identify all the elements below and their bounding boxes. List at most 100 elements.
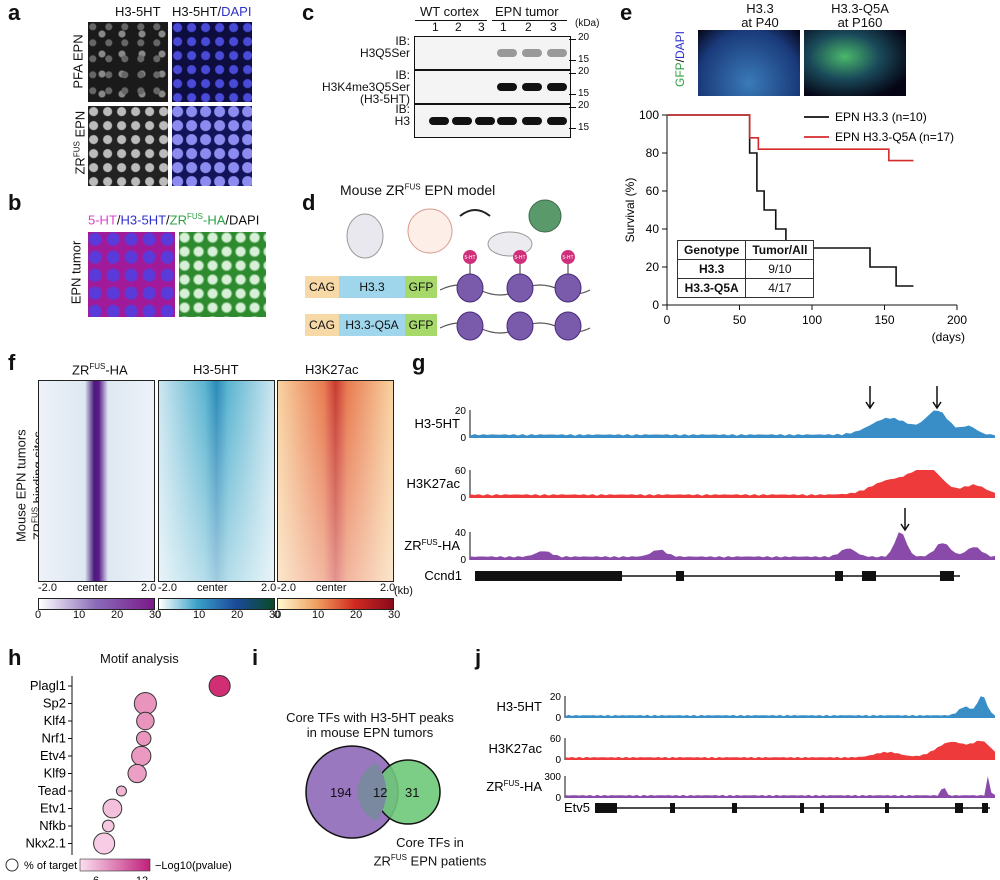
gene-exon — [940, 571, 954, 581]
table-cell: H3.3 — [677, 259, 747, 279]
h3-box: H3.3 — [339, 276, 405, 298]
lane-label: 3 — [478, 20, 485, 34]
blot-1 — [414, 36, 571, 70]
tumor-icon — [528, 199, 562, 233]
colorbar-tick-label: 20 — [111, 609, 124, 621]
panel-label-j: j — [475, 645, 482, 670]
colorbar — [38, 598, 155, 610]
gene-exon — [820, 803, 824, 813]
serotonin-mark-icon — [513, 250, 527, 264]
brain-injection-icon — [407, 208, 453, 254]
motif-label: Nkx2.1 — [26, 836, 66, 851]
motif-dot — [101, 819, 115, 833]
colorbar-tick-label: 30 — [388, 609, 401, 621]
blot-2 — [414, 70, 571, 104]
track-label: ZRFUS-HA — [486, 779, 542, 794]
cag-box: CAG — [305, 314, 339, 336]
micrograph-a-zr-dapi — [172, 106, 252, 186]
signal-track-3 — [565, 776, 995, 798]
gene-exon — [612, 571, 622, 581]
motif-dot — [208, 674, 231, 698]
blot-ib-label: IB: — [395, 34, 410, 48]
row-label-epn-tumor: EPN tumor — [68, 240, 84, 305]
kda-marker: 20 — [578, 66, 590, 77]
motif-label: Sp2 — [43, 696, 66, 711]
panel-label-a: a — [8, 0, 21, 25]
blot-band — [452, 117, 472, 125]
gene-label: Ccnd1 — [424, 568, 462, 583]
table-row: H3.3 9/10 — [677, 259, 815, 279]
blot-band — [522, 83, 542, 91]
blot-antibody-sub: (H3-5HT) — [360, 92, 410, 106]
row-label-zrfus-epn: ZRFUS EPN — [72, 110, 88, 175]
colorbar-tick-label: 0 — [155, 609, 162, 621]
colorbar-tick-label: 0 — [35, 609, 42, 621]
kda-marker: 20 — [578, 32, 590, 43]
venn-bottom-label: Core TFs in ZRFUS EPN patients — [373, 835, 487, 869]
legend-label: EPN H3.3-Q5A (n=17) — [835, 130, 954, 144]
signal-track-2 — [470, 470, 995, 498]
motif-dot — [136, 711, 155, 731]
heatmap-x-tick-label: 2.0 — [141, 582, 157, 594]
kda-tick — [569, 39, 576, 40]
blot-band — [497, 117, 517, 125]
micrograph-a-pfa-dapi — [172, 22, 252, 102]
cag-box: CAG — [305, 276, 339, 298]
table-cell: 9/10 — [745, 259, 815, 279]
kda-marker: 15 — [578, 88, 590, 99]
gfp-box: GFP — [405, 314, 437, 336]
micrograph-e-h33q5a — [804, 30, 906, 96]
gene-exon — [862, 571, 876, 581]
colorbar — [158, 598, 275, 610]
gene-label: Etv5 — [564, 800, 590, 815]
colorbar-tick-label: 10 — [193, 609, 206, 621]
motif-label: Tead — [38, 783, 66, 798]
nucleosome-icon — [554, 311, 582, 341]
heatmap-h3k27ac — [277, 380, 394, 582]
venn-count-overlap: 12 — [373, 785, 388, 800]
heatmap-x-tick-label: center — [77, 582, 108, 594]
colorbar-tick-label: 20 — [231, 609, 244, 621]
peak-arrowhead-icon — [865, 401, 875, 410]
blot-band — [522, 49, 542, 57]
motif-label: Etv4 — [40, 748, 66, 763]
track-min-label: 0 — [460, 555, 466, 566]
motif-dot — [133, 691, 157, 716]
colorbar-tick-label: 10 — [312, 609, 325, 621]
track-max-label: 60 — [550, 734, 562, 745]
blot-3 — [414, 104, 571, 138]
table-cell: H3.3-Q5A — [677, 278, 747, 298]
gene-exon — [885, 803, 889, 813]
x-tick-label: 150 — [874, 313, 894, 327]
kda-tick — [569, 107, 576, 108]
group-label-wt-cortex: WT cortex — [420, 4, 479, 19]
y-tick-label: 80 — [646, 146, 660, 160]
column-label-h3-5ht: H3-5HT — [115, 4, 161, 19]
x-tick-label: 0 — [664, 313, 671, 327]
venn-overlap — [357, 763, 387, 821]
table-cell: 4/17 — [745, 278, 815, 298]
panel-label-i: i — [252, 645, 259, 670]
blot-band — [547, 49, 567, 57]
panel-label-d: d — [302, 190, 316, 215]
x-tick-label: 50 — [733, 313, 747, 327]
kda-tick — [569, 94, 576, 95]
lane-label: 1 — [500, 20, 507, 34]
gene-exon — [800, 803, 804, 813]
lane-label: 2 — [525, 20, 532, 34]
gene-exon — [835, 571, 843, 581]
kda-marker: 15 — [578, 122, 590, 133]
blot-ib-label: IB: — [395, 68, 410, 82]
peak-arrowhead-icon — [900, 523, 910, 532]
blot-band — [497, 49, 517, 57]
blot-band — [547, 83, 567, 91]
nucleosome-array-1: 5-HT 5-HT 5-HT — [440, 250, 590, 303]
gfp-box: GFP — [405, 276, 437, 298]
kda-marker: 15 — [578, 54, 590, 65]
micrograph-b-merge — [88, 232, 175, 317]
heatmap-x-tick-label: -2.0 — [38, 582, 57, 594]
motif-label: Etv1 — [40, 801, 66, 816]
legend-color-label: −Log10(pvalue) — [155, 860, 232, 872]
blot-band — [522, 117, 542, 125]
